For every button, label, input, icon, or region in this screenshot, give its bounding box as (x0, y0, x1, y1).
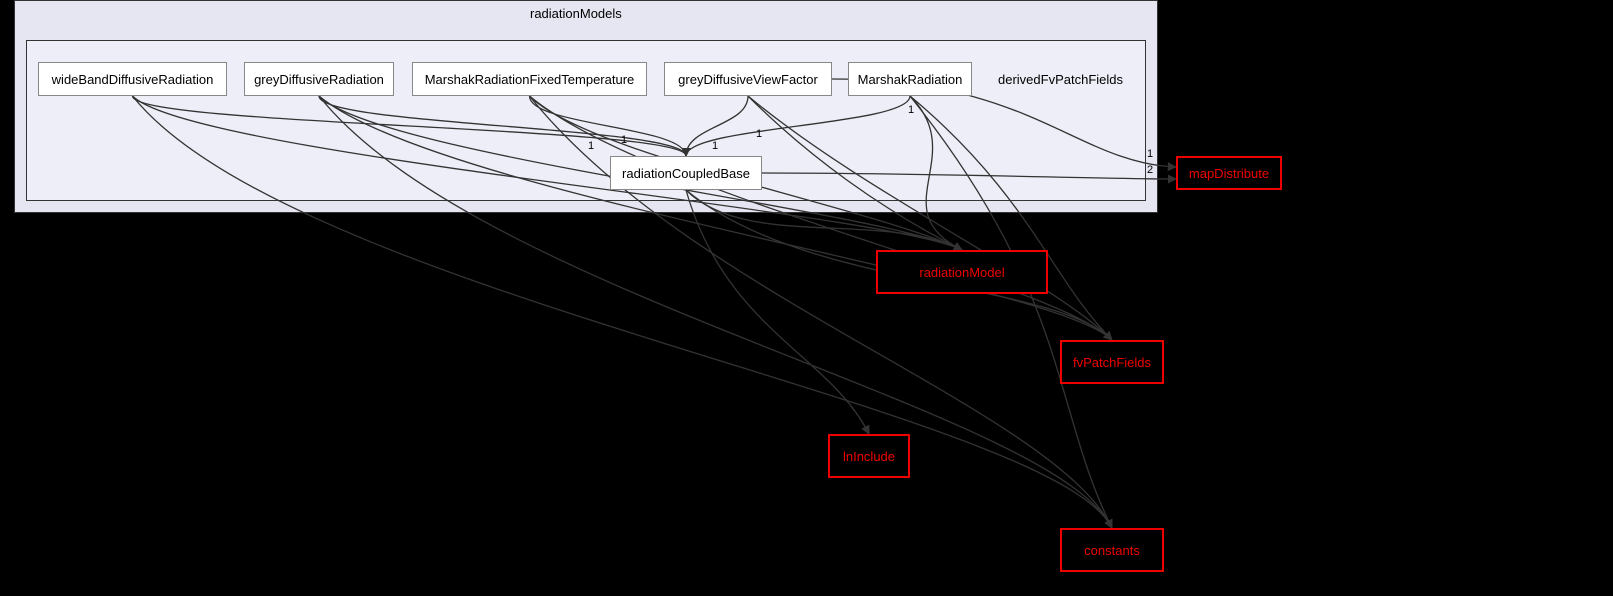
edge-label: 2 (1147, 164, 1153, 176)
inner-cluster-title: derivedFvPatchFields (998, 72, 1123, 87)
node-marshakFixed[interactable]: MarshakRadiationFixedTemperature (412, 62, 647, 96)
edge-label: 1 (908, 104, 914, 116)
node-marshak[interactable]: MarshakRadiation (848, 62, 972, 96)
node-coupledBase[interactable]: radiationCoupledBase (610, 156, 762, 190)
node-greyDiff[interactable]: greyDiffusiveRadiation (244, 62, 394, 96)
edge-label: 1 (1147, 148, 1153, 160)
outer-cluster-title: radiationModels (530, 6, 622, 21)
edge-label: 1 (756, 128, 762, 140)
node-fvPatch[interactable]: fvPatchFields (1060, 340, 1164, 384)
node-lnInclude[interactable]: lnInclude (828, 434, 910, 478)
node-constants[interactable]: constants (1060, 528, 1164, 572)
edge-label: 1 (712, 140, 718, 152)
node-radModel[interactable]: radiationModel (876, 250, 1048, 294)
node-mapDist[interactable]: mapDistribute (1176, 156, 1282, 190)
edge-label: 1 (588, 140, 594, 152)
edge-label: 1 (621, 134, 627, 146)
node-wideBand[interactable]: wideBandDiffusiveRadiation (38, 62, 227, 96)
node-greyView[interactable]: greyDiffusiveViewFactor (664, 62, 832, 96)
